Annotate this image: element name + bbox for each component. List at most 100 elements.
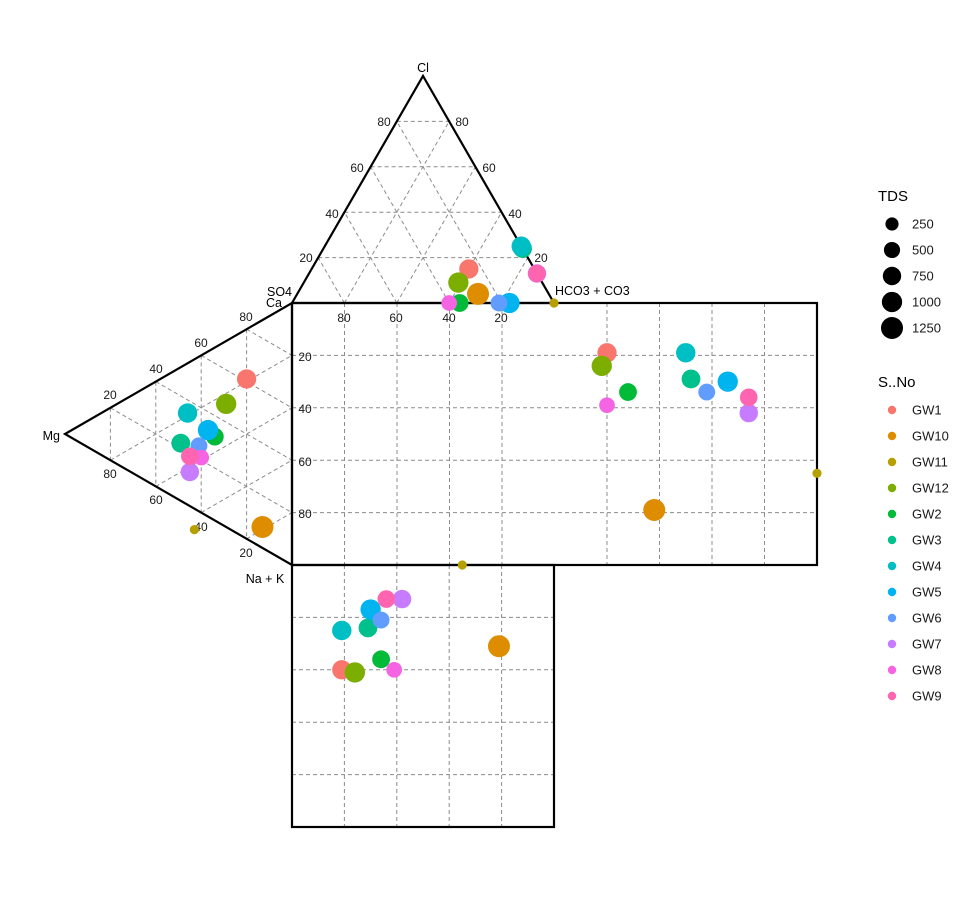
diagram-frames: [62, 73, 819, 829]
grid-lines: [109, 120, 817, 827]
color-legend-title: S..No: [878, 374, 916, 391]
sample-points: [171, 236, 822, 683]
sample-point-gw1: [459, 259, 479, 279]
sample-point-gw3: [358, 618, 378, 638]
color-legend-label: GW6: [912, 611, 942, 626]
sample-point-gw8: [386, 661, 403, 678]
corner-label-hco3: HCO3 + CO3: [555, 284, 630, 298]
tick-label: 60: [149, 493, 163, 507]
sample-point-gw5: [717, 371, 738, 392]
size-legend-title: TDS: [878, 188, 908, 205]
sample-point-gw3: [171, 433, 191, 453]
color-legend-label: GW12: [912, 481, 949, 496]
size-legend-dot: [881, 317, 903, 339]
size-legend-label: 1000: [912, 295, 941, 310]
color-legend-swatch: [887, 691, 897, 701]
color-legend-label: GW1: [912, 403, 942, 418]
sample-point-gw7: [180, 462, 200, 482]
sample-point-gw9: [181, 447, 199, 466]
color-legend-swatch: [887, 561, 897, 571]
tick-label: 60: [350, 161, 364, 175]
tick-label: 40: [298, 402, 312, 416]
grid-line: [396, 166, 476, 304]
corner-label-nak: Na + K: [246, 572, 285, 586]
sample-point-gw10: [643, 498, 666, 521]
tick-label: 20: [534, 251, 548, 265]
size-legend-dot: [883, 241, 901, 259]
color-legend-swatch: [887, 613, 897, 623]
color-legend-label: GW3: [912, 533, 942, 548]
sample-point-gw8: [599, 397, 615, 414]
tick-label: 60: [389, 311, 403, 325]
sample-point-gw8: [441, 295, 458, 311]
tick-label: 20: [299, 251, 313, 265]
sample-point-gw12: [591, 355, 612, 377]
grid-line: [155, 407, 293, 487]
sample-point-gw6: [490, 294, 508, 312]
size-legend-dot: [885, 217, 899, 231]
color-legend-label: GW8: [912, 663, 942, 678]
size-legend-dot: [881, 291, 903, 313]
tick-label: 80: [455, 115, 469, 129]
color-legend-swatch: [887, 587, 897, 597]
tick-label: 60: [298, 455, 312, 469]
sample-point-gw4: [177, 403, 198, 423]
color-legend-swatch: [887, 509, 897, 519]
color-legend-swatch: [887, 483, 897, 493]
sample-point-gw2: [372, 650, 390, 669]
sample-point-gw6: [698, 383, 716, 401]
tick-label: 20: [103, 388, 117, 402]
tick-label: 20: [494, 311, 508, 325]
size-legend: TDS 250 500 750 1000 1250: [878, 188, 941, 339]
sample-point-gw4: [332, 620, 352, 641]
sample-point-gw11: [189, 525, 199, 535]
sample-point-gw7: [392, 589, 412, 609]
grid-line: [246, 328, 293, 356]
tick-label: 80: [298, 507, 312, 521]
lower-square: [290, 563, 556, 829]
grid-line: [155, 381, 293, 461]
grid-line: [317, 257, 345, 304]
grid-line: [370, 166, 450, 304]
tick-label: 40: [442, 311, 456, 325]
tick-label: 60: [482, 161, 496, 175]
corner-label-cl: Cl: [417, 61, 429, 75]
color-legend-label: GW11: [912, 455, 948, 470]
sample-point-gw3: [681, 369, 701, 389]
tick-label: 80: [239, 310, 253, 324]
color-legend-label: GW2: [912, 507, 942, 522]
color-legend-swatch: [887, 535, 897, 545]
sample-point-gw7: [739, 403, 758, 423]
sample-point-gw6: [372, 611, 390, 629]
color-legend-swatch: [887, 665, 897, 675]
color-legend-label: GW5: [912, 585, 942, 600]
sample-point-gw10: [467, 282, 490, 305]
color-legend-label: GW7: [912, 637, 942, 652]
sample-point-gw11: [812, 468, 822, 478]
color-legend-swatch: [887, 431, 897, 441]
color-legend-swatch: [887, 457, 897, 467]
sample-point-gw12: [344, 662, 366, 683]
tick-label: 80: [337, 311, 351, 325]
tick-label: 20: [298, 350, 312, 364]
size-legend-label: 1250: [912, 321, 941, 336]
corner-label-mg: Mg: [43, 429, 60, 443]
sample-point-gw9: [739, 388, 758, 407]
grid-line: [246, 512, 293, 540]
sample-point-gw10: [487, 635, 510, 658]
corner-label-ca: Ca: [266, 296, 282, 310]
color-legend-swatch: [887, 405, 897, 415]
tick-labels: 20 40 60 80 20 40 60 80 20 40 60 80 20 40 60 80 20 40 60 80…: [103, 115, 548, 560]
tick-label: 80: [103, 467, 117, 481]
sample-point-gw4: [511, 236, 531, 256]
corner-label-so4: SO4: [267, 285, 292, 299]
sample-point-gw1: [236, 369, 257, 389]
sample-point-gw5: [197, 419, 219, 441]
upper-rectangle: [290, 301, 819, 567]
size-legend-label: 500: [912, 243, 934, 258]
tick-label: 20: [239, 546, 253, 560]
sample-point-gw11: [457, 560, 467, 570]
size-legend-label: 750: [912, 269, 934, 284]
tick-label: 40: [149, 362, 163, 376]
